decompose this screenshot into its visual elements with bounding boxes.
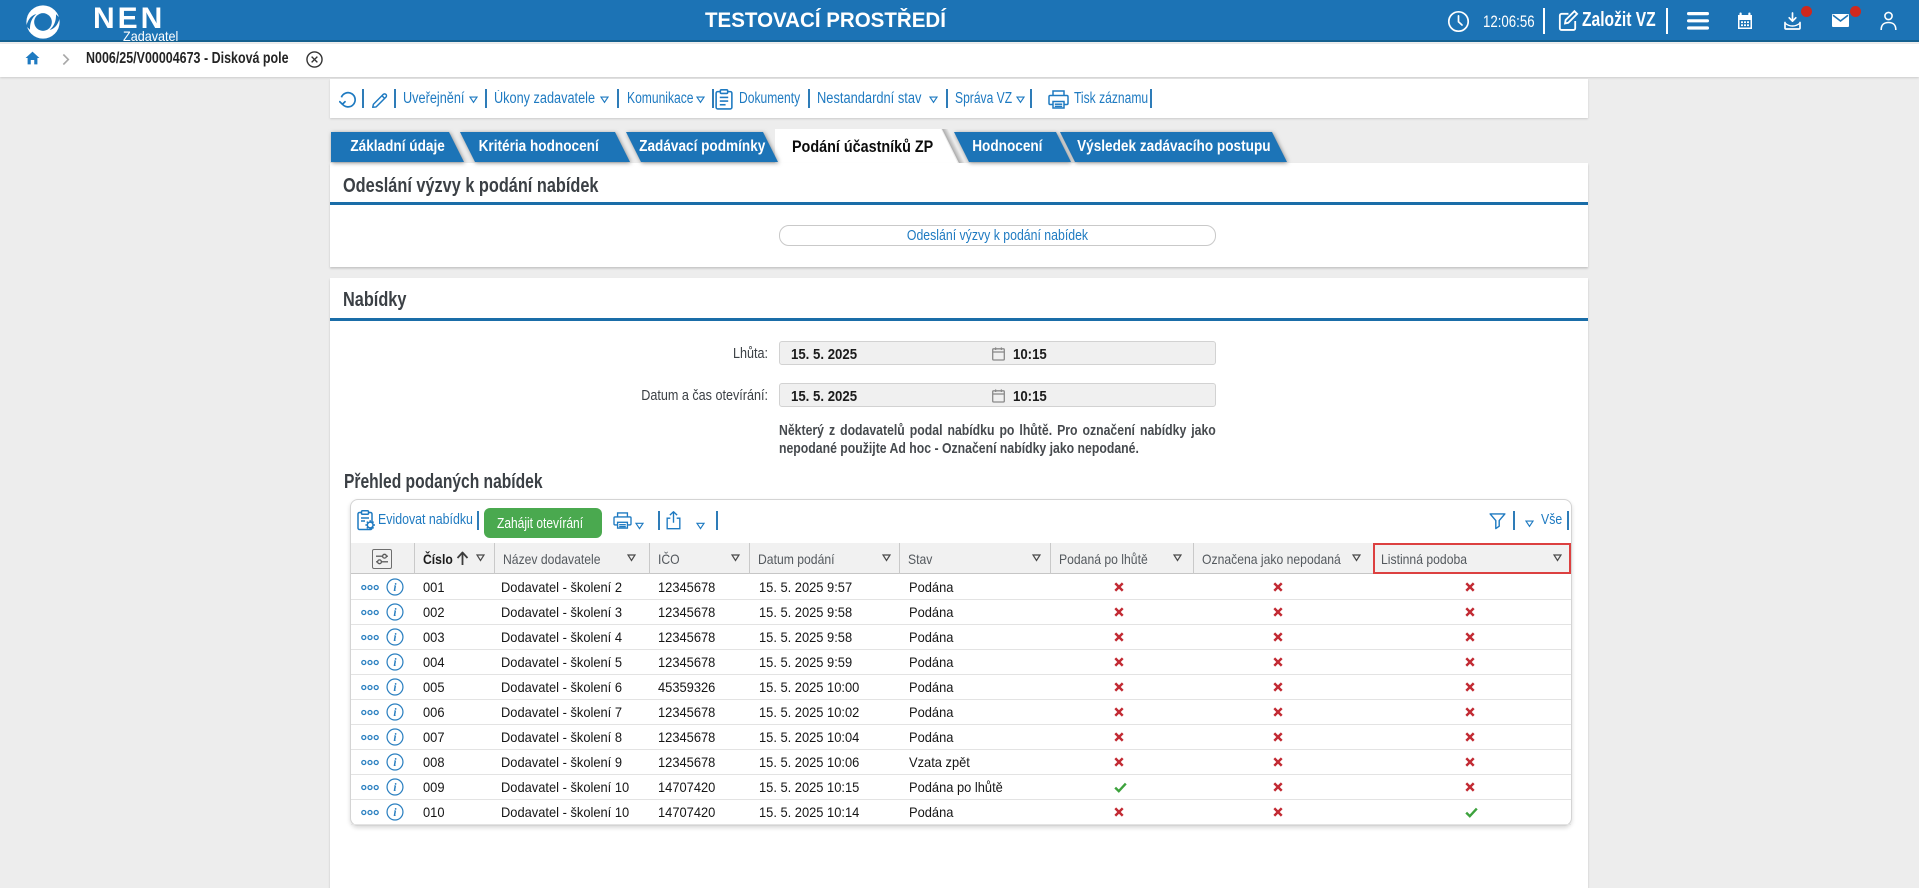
svg-text:i: i (393, 782, 397, 794)
svg-text:i: i (393, 632, 397, 644)
svg-text:i: i (393, 707, 397, 719)
svg-text:i: i (393, 682, 397, 694)
svg-text:i: i (393, 807, 397, 819)
svg-text:i: i (393, 732, 397, 744)
svg-text:i: i (393, 582, 397, 594)
svg-text:i: i (393, 657, 397, 669)
svg-text:i: i (393, 607, 397, 619)
svg-text:i: i (393, 757, 397, 769)
